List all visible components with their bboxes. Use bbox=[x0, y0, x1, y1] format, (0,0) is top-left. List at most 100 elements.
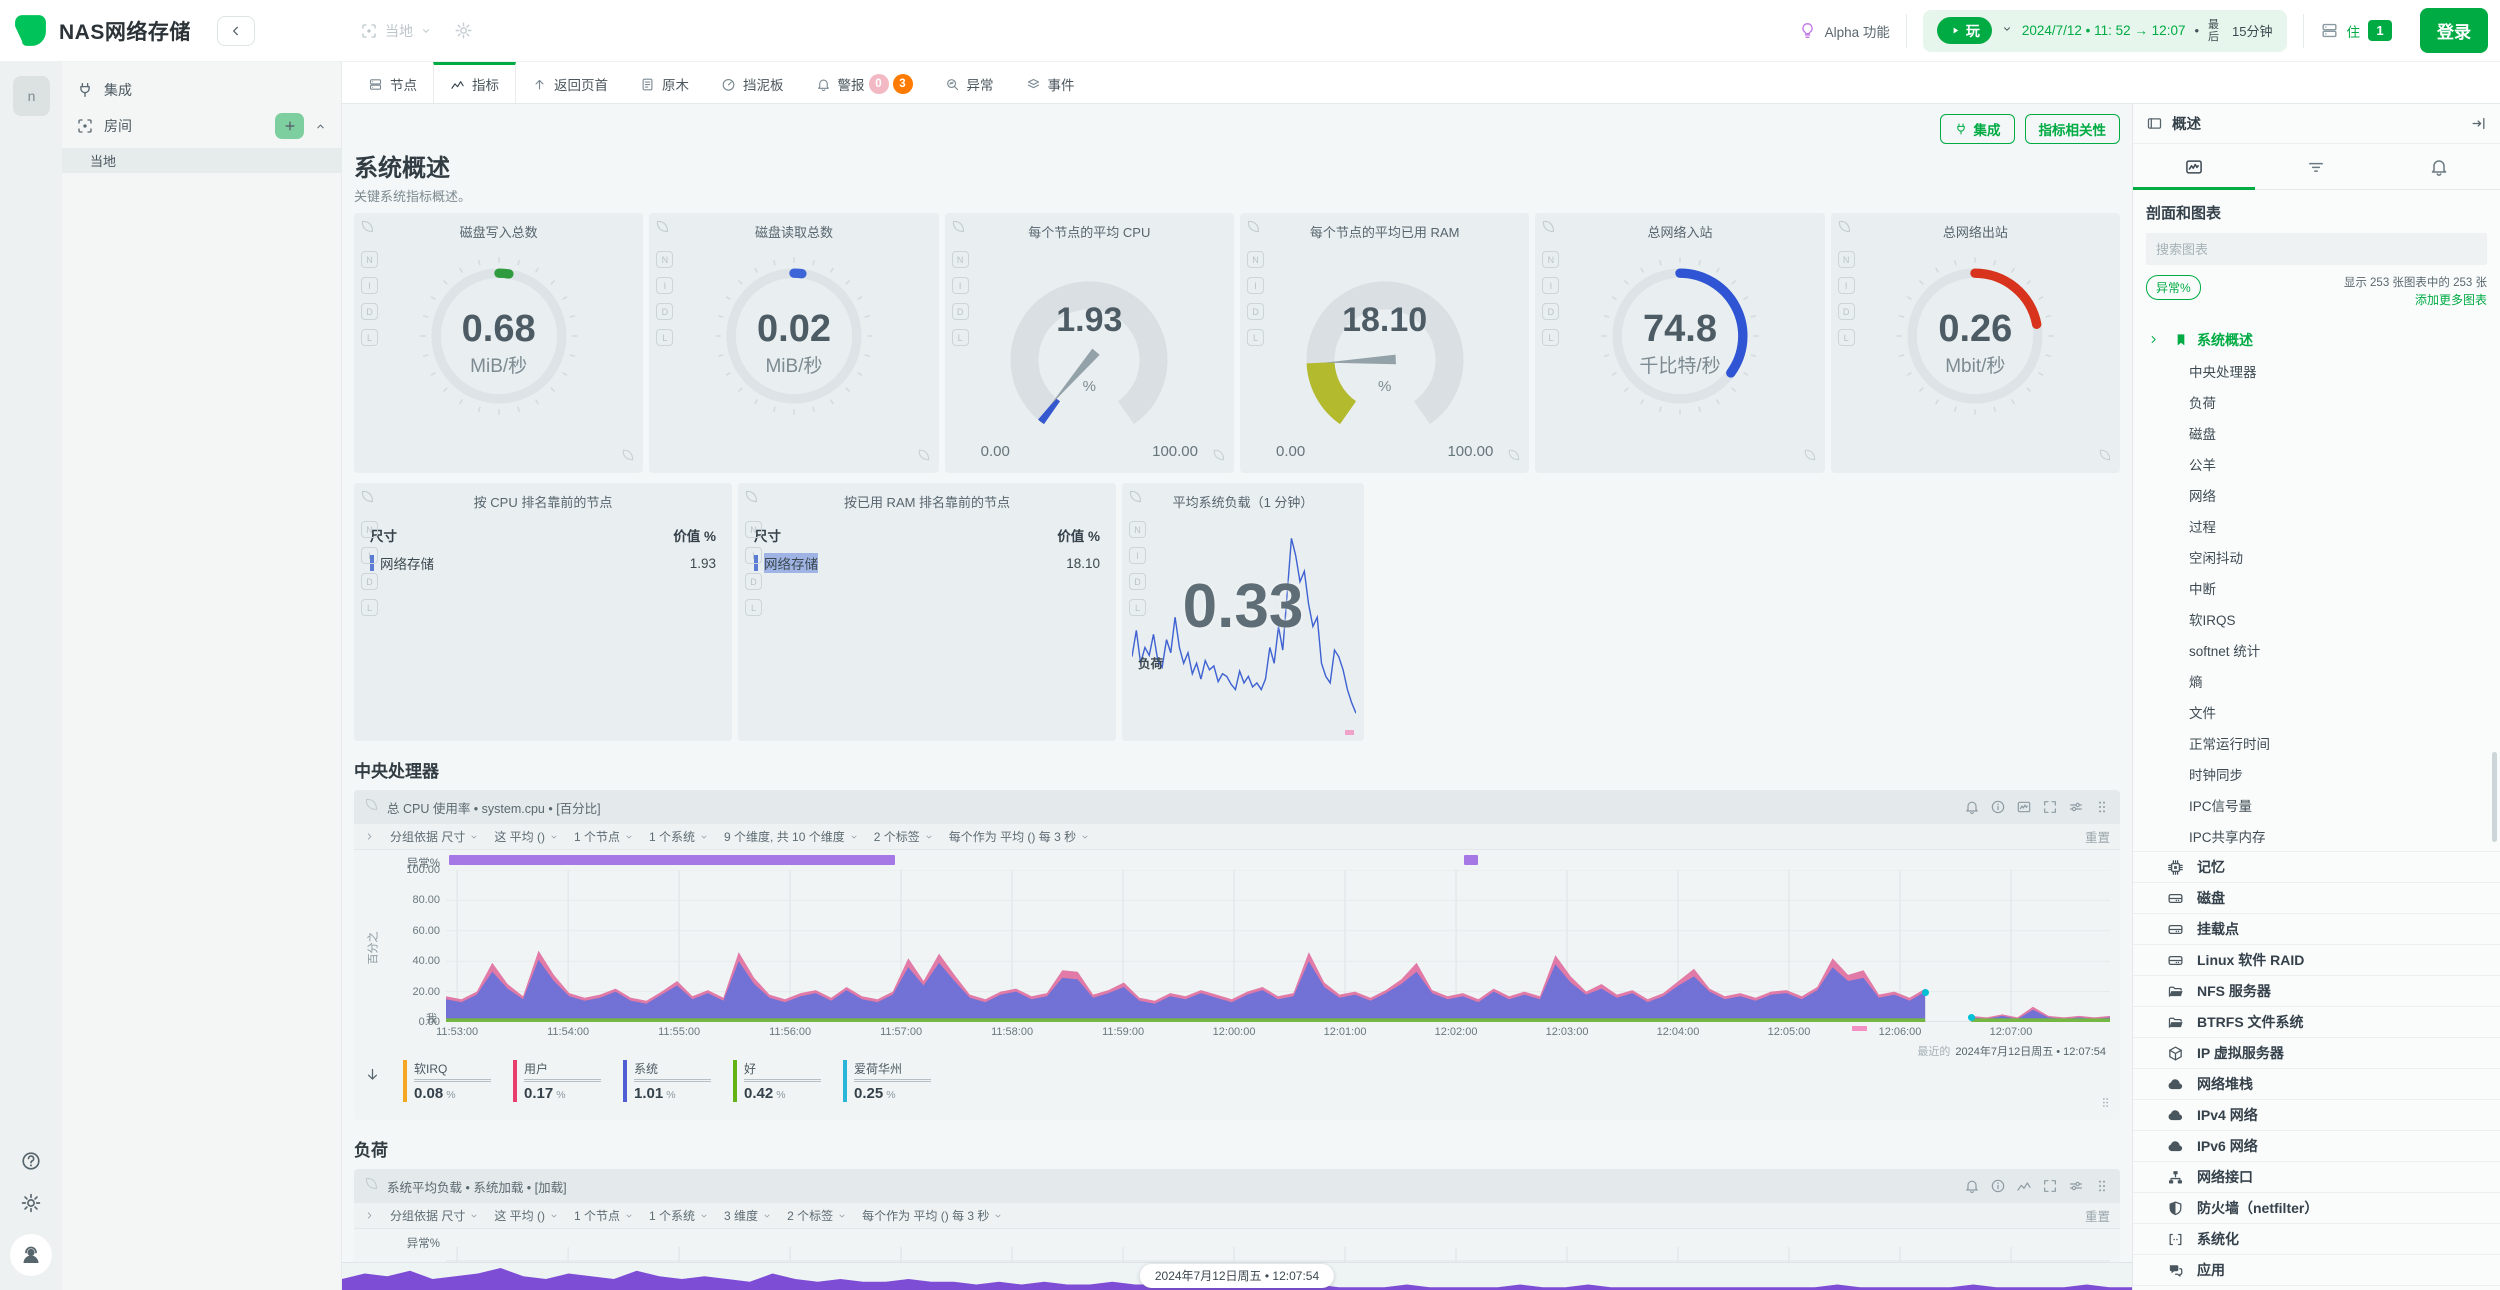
help-button[interactable] bbox=[20, 1150, 42, 1172]
tab-alerts[interactable] bbox=[2378, 144, 2500, 189]
chart-tool-D[interactable]: D bbox=[656, 303, 674, 320]
chart-tool-L[interactable]: L bbox=[745, 599, 762, 616]
chart-tool-I[interactable]: I bbox=[1129, 547, 1146, 564]
menu-item-系统概述[interactable]: 系统概述 bbox=[2133, 324, 2500, 355]
chart-tool-L[interactable]: L bbox=[1129, 599, 1146, 616]
chart-tool-N[interactable]: N bbox=[951, 251, 969, 268]
chart-tool-D[interactable]: D bbox=[1247, 303, 1264, 320]
legend-item-好[interactable]: 好 0.42% bbox=[733, 1060, 821, 1102]
legend-item-爱荷华州[interactable]: 爱荷华州 0.25% bbox=[843, 1060, 931, 1102]
collapse-panel-icon[interactable] bbox=[2470, 115, 2487, 132]
time-range-picker[interactable]: 玩 2024/7/12 • 11: 52 → 12:07 • 最后 15分钟 bbox=[1922, 9, 2287, 52]
add-room-button[interactable] bbox=[275, 113, 304, 139]
menu-item-中央处理器[interactable]: 中央处理器 bbox=[2133, 355, 2500, 386]
sidebar-collapse-button[interactable] bbox=[216, 15, 255, 46]
menu-item-公羊[interactable]: 公羊 bbox=[2133, 448, 2500, 479]
drag-handle-icon[interactable] bbox=[2094, 799, 2110, 815]
menu-item-软IRQS[interactable]: 软IRQS bbox=[2133, 603, 2500, 634]
chart-tool-N[interactable]: N bbox=[1542, 251, 1560, 268]
sidebar-scrollbar[interactable] bbox=[2492, 752, 2497, 842]
fullscreen-icon[interactable] bbox=[2042, 1178, 2058, 1194]
filter-item[interactable]: 分组依据 尺寸 bbox=[390, 828, 479, 845]
tab-事件[interactable]: 事件 bbox=[1010, 62, 1091, 103]
chart-tool-D[interactable]: D bbox=[1542, 303, 1560, 320]
filters-collapse[interactable] bbox=[364, 831, 375, 842]
add-more-charts-link[interactable]: 添加更多图表 bbox=[2414, 293, 2487, 307]
menu-item-系统化[interactable]: 系统化 bbox=[2133, 1223, 2500, 1254]
tab-原木[interactable]: 原木 bbox=[624, 62, 705, 103]
menu-item-正常运行时间[interactable]: 正常运行时间 bbox=[2133, 727, 2500, 758]
menu-item-负荷[interactable]: 负荷 bbox=[2133, 386, 2500, 417]
chart-type-icon[interactable] bbox=[2016, 1178, 2032, 1194]
settings-button[interactable] bbox=[20, 1192, 42, 1214]
chart-tool-D[interactable]: D bbox=[1837, 303, 1855, 320]
chart-tool-D[interactable]: D bbox=[1129, 573, 1146, 590]
resize-grip-icon[interactable] bbox=[2099, 1096, 2112, 1114]
nodes-indicator[interactable]: 住 1 bbox=[2320, 20, 2392, 41]
search-input[interactable] bbox=[2146, 233, 2487, 265]
tab-charts[interactable] bbox=[2133, 144, 2256, 190]
menu-item-BTRFS 文件系统[interactable]: BTRFS 文件系统 bbox=[2133, 1006, 2500, 1037]
load-plot-area[interactable] bbox=[446, 1247, 2110, 1262]
alert-bell-icon[interactable] bbox=[1964, 799, 1980, 815]
drag-handle-icon[interactable] bbox=[2094, 1178, 2110, 1194]
sidebar-item-integrations[interactable]: 集成 bbox=[62, 72, 341, 108]
chart-settings-icon[interactable] bbox=[2068, 1178, 2084, 1194]
gauge-card[interactable]: 总网络入站 N I D L 74.8 千比特/秒 bbox=[1535, 213, 1825, 473]
menu-item-过程[interactable]: 过程 bbox=[2133, 510, 2500, 541]
info-icon[interactable] bbox=[1990, 1178, 2006, 1194]
legend-item-系统[interactable]: 系统 1.01% bbox=[623, 1060, 711, 1102]
chart-tool-L[interactable]: L bbox=[1542, 329, 1560, 346]
menu-item-时钟同步[interactable]: 时钟同步 bbox=[2133, 758, 2500, 789]
cpu-plot-area[interactable] bbox=[446, 870, 2110, 1031]
anomaly-filter-chip[interactable]: 异常% bbox=[2146, 275, 2201, 300]
menu-item-IPv4 网络[interactable]: IPv4 网络 bbox=[2133, 1099, 2500, 1130]
menu-item-用户[interactable]: 用户 bbox=[2133, 1285, 2500, 1290]
filter-item[interactable]: 2 个标签 bbox=[874, 828, 934, 845]
chart-tool-L[interactable]: L bbox=[1247, 329, 1264, 346]
action-指标相关性[interactable]: 指标相关性 bbox=[2024, 114, 2120, 144]
sidebar-room-local[interactable]: 当地 bbox=[62, 148, 341, 173]
menu-item-中断[interactable]: 中断 bbox=[2133, 572, 2500, 603]
gauge-card[interactable]: 每个节点的平均 CPU N I D L 1.93% 0.00 100.00 bbox=[944, 213, 1234, 473]
menu-item-NFS 服务器[interactable]: NFS 服务器 bbox=[2133, 975, 2500, 1006]
timepicker-chevron[interactable] bbox=[2001, 22, 2013, 40]
alpha-features[interactable]: Alpha 功能 bbox=[1798, 21, 1890, 41]
tab-警报[interactable]: 警报 0 3 bbox=[800, 62, 929, 103]
filter-item[interactable]: 1 个节点 bbox=[574, 828, 634, 845]
chart-tool-N[interactable]: N bbox=[1247, 251, 1264, 268]
chart-tool-I[interactable]: I bbox=[951, 277, 969, 294]
chart-tool-I[interactable]: I bbox=[745, 547, 762, 564]
tab-filters[interactable] bbox=[2255, 144, 2377, 189]
fullscreen-icon[interactable] bbox=[2042, 799, 2058, 815]
chart-tool-N[interactable]: N bbox=[1837, 251, 1855, 268]
chart-tool-N[interactable]: N bbox=[361, 521, 378, 538]
menu-item-softnet 统计[interactable]: softnet 统计 bbox=[2133, 634, 2500, 665]
chart-tool-D[interactable]: D bbox=[951, 303, 969, 320]
menu-item-网络堆栈[interactable]: 网络堆栈 bbox=[2133, 1068, 2500, 1099]
chart-tool-D[interactable]: D bbox=[361, 303, 378, 320]
chart-tool-N[interactable]: N bbox=[361, 251, 378, 268]
filter-item[interactable]: 1 个节点 bbox=[574, 1207, 634, 1224]
legend-item-用户[interactable]: 用户 0.17% bbox=[513, 1060, 601, 1102]
tab-返回页首[interactable]: 返回页首 bbox=[516, 62, 624, 103]
menu-item-网络[interactable]: 网络 bbox=[2133, 479, 2500, 510]
info-icon[interactable] bbox=[1990, 799, 2006, 815]
user-avatar[interactable] bbox=[10, 1234, 52, 1276]
chart-tool-I[interactable]: I bbox=[361, 277, 378, 294]
table-row[interactable]: 网络存储 1.93 bbox=[354, 551, 732, 575]
table-row[interactable]: 网络存储 18.10 bbox=[738, 551, 1116, 575]
menu-item-IPv6 网络[interactable]: IPv6 网络 bbox=[2133, 1130, 2500, 1161]
chart-tool-L[interactable]: L bbox=[1837, 329, 1855, 346]
menu-item-空闲抖动[interactable]: 空闲抖动 bbox=[2133, 541, 2500, 572]
menu-item-防火墙（netfilter）[interactable]: 防火墙（netfilter） bbox=[2133, 1192, 2500, 1223]
menu-item-Linux 软件 RAID[interactable]: Linux 软件 RAID bbox=[2133, 944, 2500, 975]
header-settings-button[interactable] bbox=[454, 21, 473, 40]
chart-tool-D[interactable]: D bbox=[745, 573, 762, 590]
filter-item[interactable]: 9 个维度, 共 10 个维度 bbox=[724, 828, 859, 845]
menu-item-磁盘[interactable]: 磁盘 bbox=[2133, 882, 2500, 913]
chart-tool-I[interactable]: I bbox=[1837, 277, 1855, 294]
menu-item-IPC共享内存[interactable]: IPC共享内存 bbox=[2133, 820, 2500, 851]
action-集成[interactable]: 集成 bbox=[1939, 114, 2015, 144]
